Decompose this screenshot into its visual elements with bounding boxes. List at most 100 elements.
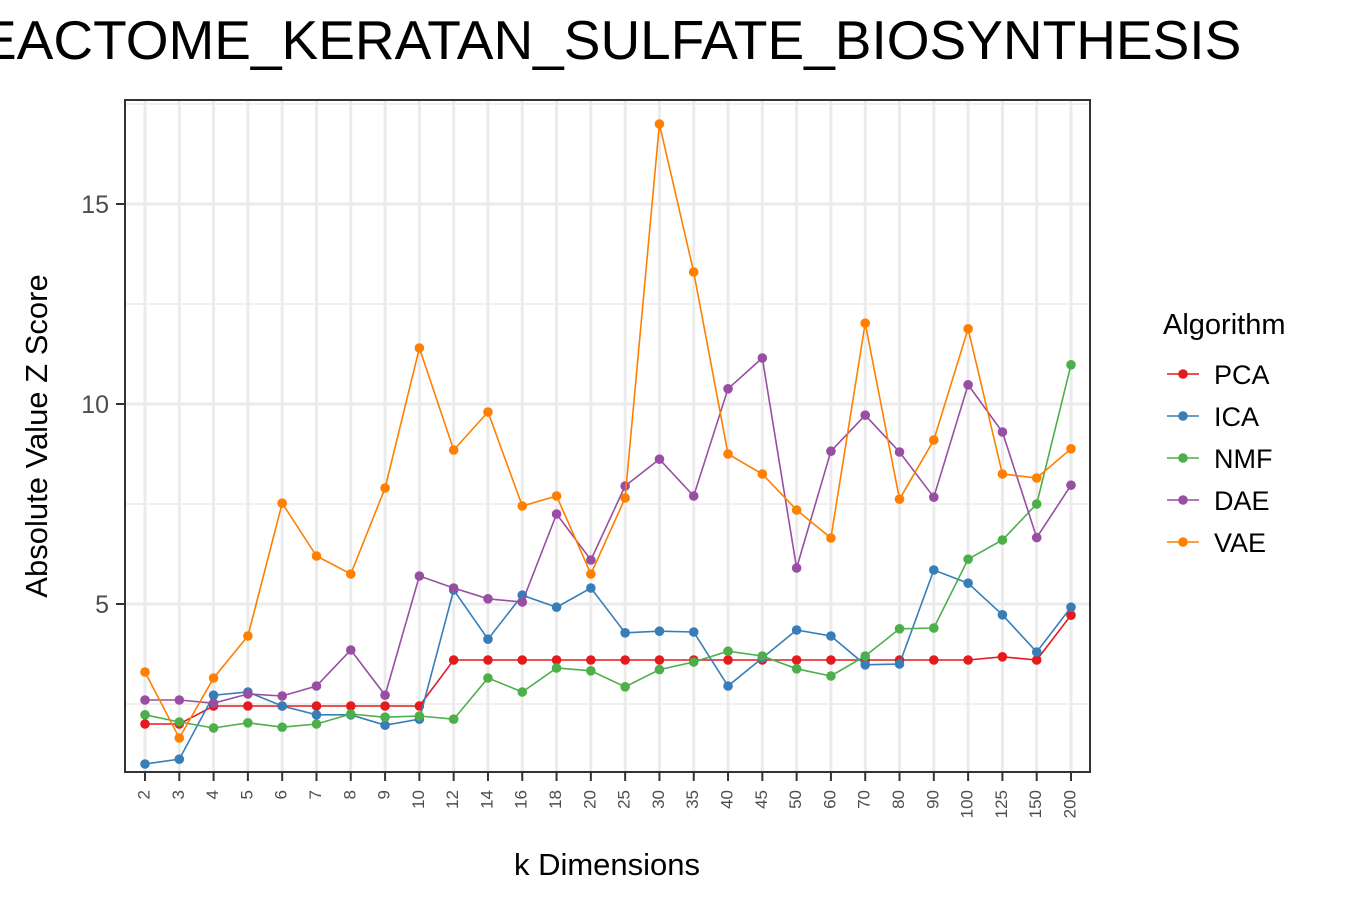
y-tick-label: 5 <box>95 591 109 619</box>
data-point-dae <box>448 583 459 593</box>
data-point-ica <box>208 690 219 700</box>
data-point-ica <box>791 625 802 635</box>
data-point-pca <box>140 719 150 729</box>
x-tick-label: 90 <box>923 790 942 809</box>
x-tick-label: 16 <box>512 790 531 809</box>
data-point-vae <box>311 551 322 561</box>
x-tick-label: 6 <box>272 790 291 799</box>
x-tick-label: 200 <box>1060 790 1079 818</box>
data-point-nmf <box>791 664 802 674</box>
x-tick-label: 10 <box>409 790 428 809</box>
data-point-vae <box>517 501 528 511</box>
data-point-pca <box>551 655 562 665</box>
data-point-pca <box>963 655 973 665</box>
x-tick-label: 70 <box>855 790 874 809</box>
x-tick-label: 100 <box>958 790 977 818</box>
data-point-ica <box>1066 602 1076 612</box>
data-point-vae <box>894 494 905 505</box>
legend-key-point-dae <box>1178 495 1188 505</box>
data-point-ica <box>586 583 596 593</box>
data-point-dae <box>414 571 425 581</box>
series-line-ica <box>144 568 1072 765</box>
data-point-pca <box>1031 655 1042 665</box>
data-point-ica <box>277 701 287 711</box>
x-tick-label: 125 <box>992 790 1011 818</box>
x-tick-label: 14 <box>477 790 496 809</box>
data-point-dae <box>894 447 905 457</box>
legend-label-ica: ICA <box>1214 402 1259 432</box>
data-point-ica <box>140 759 150 769</box>
data-point-dae <box>791 563 802 573</box>
data-point-vae <box>243 631 253 641</box>
data-point-vae <box>1031 473 1042 483</box>
legend-title: Algorithm <box>1163 309 1286 341</box>
data-point-nmf <box>997 535 1008 545</box>
x-tick-label: 5 <box>237 790 256 799</box>
data-point-vae <box>1066 444 1076 454</box>
data-point-vae <box>140 667 150 677</box>
data-point-ica <box>311 710 322 720</box>
data-point-dae <box>483 594 493 604</box>
legend-key-point-pca <box>1178 369 1188 379</box>
data-point-dae <box>243 689 253 699</box>
data-point-ica <box>997 610 1008 620</box>
data-point-ica <box>688 627 699 637</box>
data-point-vae <box>826 533 836 543</box>
data-point-nmf <box>208 723 219 733</box>
data-point-dae <box>140 695 150 705</box>
y-axis-title: Absolute Value Z Score <box>19 274 54 597</box>
legend-label-vae: VAE <box>1214 528 1266 558</box>
data-point-nmf <box>963 554 973 564</box>
data-point-dae <box>654 454 665 465</box>
legend-label-pca: PCA <box>1214 360 1270 390</box>
data-point-dae <box>517 597 528 607</box>
data-point-nmf <box>277 722 287 732</box>
x-tick-label: 35 <box>683 790 702 809</box>
data-point-vae <box>277 498 287 509</box>
data-point-vae <box>208 673 219 683</box>
data-point-vae <box>414 343 425 353</box>
data-point-nmf <box>345 709 356 719</box>
data-point-dae <box>174 695 185 705</box>
legend-key-point-ica <box>1178 411 1188 421</box>
data-point-vae <box>860 318 871 329</box>
x-tick-label: 3 <box>169 790 188 799</box>
data-point-vae <box>620 493 630 503</box>
legend-label-dae: DAE <box>1214 486 1270 516</box>
y-tick-labels: 5 10 15 <box>81 191 109 619</box>
x-tick-label: 9 <box>375 790 394 799</box>
x-tick-label: 40 <box>718 790 737 809</box>
data-point-dae <box>311 681 322 691</box>
x-tick-label: 2 <box>134 790 153 799</box>
data-point-vae <box>551 491 562 501</box>
data-point-nmf <box>311 719 322 729</box>
data-point-vae <box>483 407 493 417</box>
data-point-nmf <box>243 718 253 728</box>
x-tick-label: 25 <box>615 790 634 809</box>
data-point-pca <box>723 655 733 665</box>
data-point-ica <box>620 628 630 638</box>
data-point-nmf <box>826 671 836 681</box>
data-point-nmf <box>174 717 185 727</box>
chart-title: EACTOME_KERATAN_SULFATE_BIOSYNTHESIS <box>0 10 1242 71</box>
x-tick-label: 8 <box>340 790 359 799</box>
data-point-nmf <box>1031 499 1042 509</box>
data-point-dae <box>1031 532 1042 543</box>
data-point-nmf <box>929 623 939 633</box>
x-tick-label: 45 <box>752 790 771 809</box>
major-gridlines <box>125 100 1090 772</box>
data-point-pca <box>517 655 528 665</box>
data-point-nmf <box>586 666 596 676</box>
data-point-nmf <box>380 712 390 722</box>
x-tick-label: 4 <box>203 790 222 799</box>
plot-panel-border <box>124 99 1091 773</box>
data-point-vae <box>929 435 939 445</box>
data-point-vae <box>345 569 356 579</box>
data-point-ica <box>826 631 836 641</box>
data-point-dae <box>757 353 768 363</box>
data-point-dae <box>826 446 836 457</box>
data-point-vae <box>174 733 185 743</box>
data-point-dae <box>860 410 871 421</box>
data-point-dae <box>997 427 1008 437</box>
x-tick-label: 150 <box>1026 790 1045 818</box>
